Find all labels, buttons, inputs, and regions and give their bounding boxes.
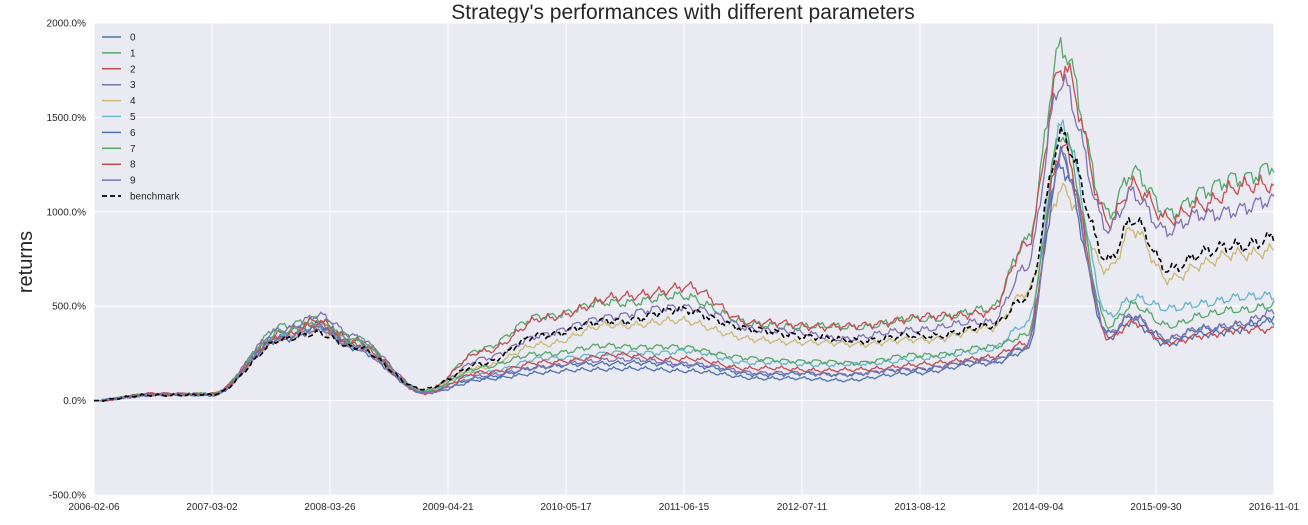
- x-tick-label: 2009-04-21: [422, 502, 474, 513]
- legend-label-4: 4: [130, 96, 136, 107]
- series-line-6: [94, 160, 1275, 402]
- legend: 0 1 2 3 4 5 6 7 8 9 benchmark: [102, 33, 180, 203]
- y-tick-label: -500.0%: [49, 491, 86, 502]
- legend-label-5: 5: [130, 112, 136, 123]
- x-tick-label: 2010-05-17: [540, 502, 592, 513]
- legend-label-0: 0: [130, 33, 136, 44]
- series-line-benchmark: [94, 125, 1275, 402]
- chart-title: Strategy's performances with different p…: [451, 1, 915, 24]
- y-axis-label: returns: [15, 231, 37, 293]
- legend-label-2: 2: [130, 64, 136, 75]
- x-tick-label: 2013-08-12: [894, 502, 946, 513]
- x-tick-label: 2007-03-02: [186, 502, 238, 513]
- y-tick-label: 1500.0%: [47, 113, 87, 124]
- legend-label-9: 9: [130, 176, 136, 187]
- y-tick-label: 0.0%: [63, 396, 86, 407]
- y-tick-label: 500.0%: [52, 302, 86, 313]
- y-tick-labels: -500.0% 0.0% 500.0% 1000.0% 1500.0% 2000.0%: [47, 19, 87, 502]
- x-tick-label: 2014-09-04: [1012, 502, 1064, 513]
- series-layer: [94, 36, 1275, 402]
- series-line-4: [94, 182, 1275, 402]
- series-line-7: [94, 131, 1275, 402]
- series-line-9: [94, 148, 1275, 402]
- x-tick-labels: 2006-02-06 2007-03-02 2008-03-26 2009-04-21…: [68, 502, 1299, 513]
- x-tick-label: 2016-11-01: [1249, 502, 1300, 513]
- series-line-2: [94, 62, 1275, 402]
- x-tick-label: 2012-07-11: [777, 502, 828, 513]
- legend-label-7: 7: [130, 144, 136, 155]
- legend-label-6: 6: [130, 128, 136, 139]
- x-tick-label: 2008-03-26: [304, 502, 356, 513]
- series-line-1: [94, 36, 1275, 402]
- series-line-3: [94, 73, 1275, 402]
- y-tick-label: 2000.0%: [47, 19, 87, 30]
- legend-label-1: 1: [130, 48, 136, 59]
- legend-label-3: 3: [130, 80, 136, 91]
- legend-label-benchmark: benchmark: [130, 192, 180, 203]
- x-tick-label: 2006-02-06: [68, 502, 120, 513]
- x-tick-label: 2015-09-30: [1130, 502, 1182, 513]
- legend-label-8: 8: [130, 160, 136, 171]
- y-tick-label: 1000.0%: [47, 207, 87, 218]
- x-tick-label: 2011-06-15: [659, 502, 710, 513]
